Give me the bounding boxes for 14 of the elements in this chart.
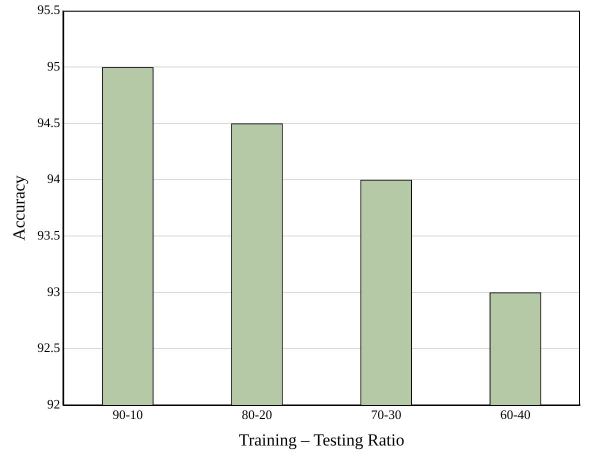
x-tick-label: 70-30 [371,407,402,422]
y-axis-title: Accuracy [10,174,29,240]
y-tick-label: 95.5 [37,2,60,18]
y-tick-label: 92 [47,396,60,412]
y-tick-label: 95 [47,58,60,74]
x-tick-label: 90-10 [112,407,143,422]
y-tick-label: 92.5 [37,340,60,356]
x-tick-label: 60-40 [500,407,531,422]
y-tick-label: 94 [47,171,61,186]
y-tick-label: 93 [47,284,60,299]
x-axis-title: Training – Testing Ratio [238,430,404,450]
y-tick-label: 93.5 [37,227,60,242]
x-tick-label: 80-20 [242,407,272,422]
y-tick-label: 94.5 [37,114,60,130]
